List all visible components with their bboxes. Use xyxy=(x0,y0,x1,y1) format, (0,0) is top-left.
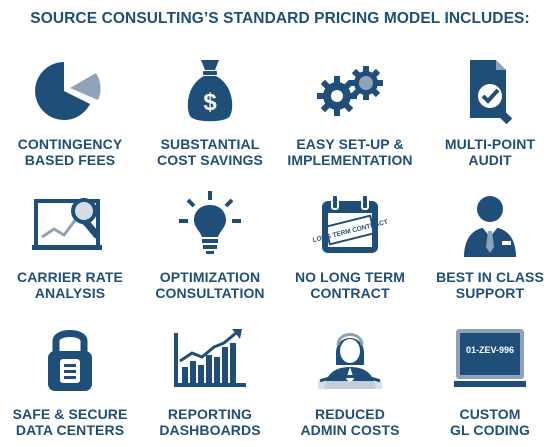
page-title: SOURCE CONSULTING’S STANDARD PRICING MOD… xyxy=(30,10,530,27)
svg-text:$: $ xyxy=(203,89,217,116)
feature-label-line2: SUPPORT xyxy=(455,285,525,301)
calendar-contract-icon: LONG TERM CONTRACT xyxy=(310,189,390,259)
feature-label-line1: CUSTOM xyxy=(459,406,521,422)
support-agent-icon xyxy=(310,323,390,393)
feature-reporting: REPORTING DASHBOARDS xyxy=(140,311,280,447)
monitor-code-text: 01-ZEV-996 xyxy=(466,345,514,355)
feature-audit: MULTI-POINT AUDIT xyxy=(420,44,560,177)
chart-magnifier-icon xyxy=(30,189,110,259)
money-bag-icon: $ xyxy=(170,56,250,126)
feature-optimization: OPTIMIZATION CONSULTATION xyxy=(140,177,280,311)
feature-data-centers: SAFE & SECURE DATA CENTERS xyxy=(0,311,140,447)
feature-label-line2: GL CODING xyxy=(450,422,530,438)
lightbulb-icon xyxy=(170,189,250,259)
feature-label-line2: CONSULTATION xyxy=(155,285,265,301)
feature-label-line2: COST SAVINGS xyxy=(157,152,263,168)
feature-label-line1: REPORTING xyxy=(167,406,253,422)
padlock-icon xyxy=(30,323,110,393)
pie-chart-icon xyxy=(30,56,110,126)
feature-label-line1: REDUCED xyxy=(315,406,385,422)
feature-label-line2: BASED FEES xyxy=(24,152,116,168)
feature-carrier-rate: CARRIER RATE ANALYSIS xyxy=(0,177,140,311)
feature-label-line2: CONTRACT xyxy=(310,285,390,301)
feature-setup: EASY SET-UP & IMPLEMENTATION xyxy=(280,44,420,177)
feature-label-line2: ANALYSIS xyxy=(34,285,106,301)
bar-chart-icon xyxy=(170,323,250,393)
feature-admin-costs: REDUCED ADMIN COSTS xyxy=(280,311,420,447)
feature-label-line2: ADMIN COSTS xyxy=(300,422,400,438)
feature-label-line1: CONTINGENCY xyxy=(17,136,123,152)
feature-label-line1: SAFE & SECURE xyxy=(12,406,128,422)
feature-label-line2: DASHBOARDS xyxy=(159,422,261,438)
feature-cost-savings: $ SUBSTANTIAL COST SAVINGS xyxy=(140,44,280,177)
feature-no-contract: LONG TERM CONTRACT NO LONG TERM CONTRACT xyxy=(280,177,420,311)
audit-document-icon xyxy=(450,56,530,126)
feature-grid: CONTINGENCY BASED FEES $ SUBSTANTIAL COS… xyxy=(0,44,560,447)
monitor-icon: 01-ZEV-996 xyxy=(450,323,530,393)
feature-support: BEST IN CLASS SUPPORT xyxy=(420,177,560,311)
feature-label-line1: NO LONG TERM xyxy=(294,269,406,285)
gears-icon xyxy=(310,56,390,126)
feature-label-line2: IMPLEMENTATION xyxy=(287,152,413,168)
feature-label-line1: CARRIER RATE xyxy=(17,269,123,285)
feature-label-line1: BEST IN CLASS xyxy=(436,269,544,285)
feature-label-line1: MULTI-POINT xyxy=(444,136,536,152)
feature-label-line2: AUDIT xyxy=(468,152,512,168)
businessman-icon xyxy=(450,189,530,259)
feature-contingency: CONTINGENCY BASED FEES xyxy=(0,44,140,177)
feature-label-line1: OPTIMIZATION xyxy=(159,269,261,285)
feature-label-line2: DATA CENTERS xyxy=(15,422,125,438)
feature-label-line1: EASY SET-UP & xyxy=(296,136,404,152)
feature-label-line1: SUBSTANTIAL xyxy=(160,136,260,152)
feature-gl-coding: 01-ZEV-996 CUSTOM GL CODING xyxy=(420,311,560,447)
